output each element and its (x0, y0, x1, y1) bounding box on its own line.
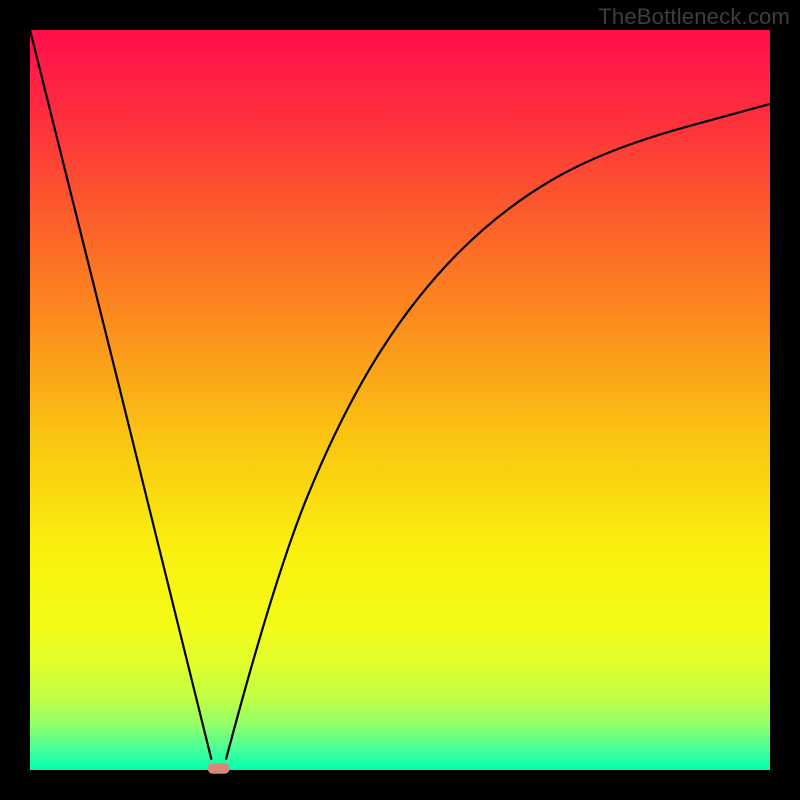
minimum-marker (208, 763, 230, 773)
chart-container: TheBottleneck.com (0, 0, 800, 800)
watermark-text: TheBottleneck.com (598, 4, 790, 30)
plot-background (30, 30, 770, 770)
bottleneck-chart (0, 0, 800, 800)
